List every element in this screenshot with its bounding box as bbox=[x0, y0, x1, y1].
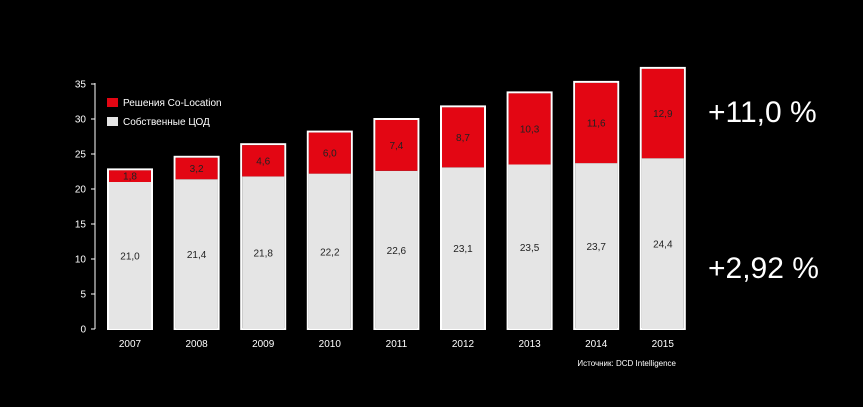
x-tick-label: 2014 bbox=[585, 339, 608, 350]
value-label-own: 23,1 bbox=[453, 244, 473, 255]
growth-colocation: +11,0 % bbox=[708, 96, 817, 129]
bar-own bbox=[109, 182, 151, 329]
legend-swatch-colocation bbox=[107, 98, 118, 107]
y-tick-label: 0 bbox=[80, 325, 86, 336]
bar-colocation bbox=[308, 132, 351, 174]
legend-label-own: Собственные ЦОД bbox=[123, 116, 210, 128]
legend-swatch-own bbox=[107, 117, 118, 126]
bar-colocation bbox=[175, 157, 218, 180]
bar-own bbox=[242, 176, 285, 329]
bar-colocation bbox=[375, 120, 418, 171]
source-note: Источник: DCD Intelligence bbox=[577, 359, 676, 368]
bar-own bbox=[442, 167, 484, 329]
y-tick-label: 35 bbox=[75, 80, 87, 91]
bar-colocation bbox=[242, 145, 285, 177]
y-tick-label: 10 bbox=[75, 255, 87, 266]
bar-colocation bbox=[109, 170, 151, 182]
y-axis: 0 5 10 15 20 25 30 35 bbox=[75, 80, 96, 336]
value-label-own: 21,8 bbox=[253, 249, 273, 260]
value-label-colocation: 3,2 bbox=[190, 164, 204, 175]
value-label-colocation: 8,7 bbox=[456, 133, 470, 144]
y-tick-label: 25 bbox=[75, 150, 87, 161]
bar-colocation bbox=[442, 107, 484, 168]
value-label-own: 22,2 bbox=[320, 247, 340, 258]
bar-own bbox=[308, 173, 351, 329]
value-label-own: 23,7 bbox=[586, 242, 606, 253]
value-label-own: 23,5 bbox=[520, 243, 540, 254]
y-tick-label: 20 bbox=[75, 185, 87, 196]
bar-colocation bbox=[575, 82, 618, 164]
bar-own bbox=[508, 164, 551, 329]
x-tick-label: 2007 bbox=[119, 339, 142, 350]
bar-own bbox=[575, 163, 618, 329]
value-label-colocation: 7,4 bbox=[389, 141, 403, 152]
value-label-colocation: 10,3 bbox=[520, 124, 540, 135]
x-tick-label: 2013 bbox=[518, 339, 541, 350]
value-label-own: 24,4 bbox=[653, 240, 673, 251]
legend-label-colocation: Решения Co-Location bbox=[123, 98, 222, 109]
y-tick-label: 5 bbox=[80, 290, 86, 301]
x-tick-label: 2012 bbox=[452, 339, 475, 350]
value-label-own: 22,6 bbox=[387, 246, 407, 257]
value-label-colocation: 12,9 bbox=[653, 109, 673, 120]
bar-colocation bbox=[508, 93, 551, 165]
value-label-own: 21,0 bbox=[120, 252, 140, 263]
x-tick-label: 2008 bbox=[185, 339, 208, 350]
x-tick-label: 2015 bbox=[652, 339, 675, 350]
bars: 21,0 1,8 2007 21,4 3,2 2008 21,8 4,6 2009 22,2 6,0… bbox=[107, 66, 686, 350]
value-label-colocation: 4,6 bbox=[256, 156, 270, 167]
value-label-own: 21,4 bbox=[187, 250, 207, 261]
bar-own bbox=[175, 179, 218, 329]
value-label-colocation: 1,8 bbox=[123, 172, 137, 183]
value-label-colocation: 11,6 bbox=[587, 119, 606, 130]
legend: Решения Co-Location Собственные ЦОД bbox=[107, 98, 222, 128]
bar-own bbox=[641, 158, 684, 329]
y-tick-label: 30 bbox=[75, 115, 87, 126]
value-label-colocation: 6,0 bbox=[323, 149, 337, 160]
x-tick-label: 2010 bbox=[319, 339, 342, 350]
y-tick-label: 15 bbox=[75, 220, 87, 231]
growth-own: +2,92 % bbox=[708, 252, 819, 285]
bar-own bbox=[375, 170, 418, 329]
x-tick-label: 2011 bbox=[386, 339, 408, 350]
bar-colocation bbox=[641, 68, 684, 159]
x-tick-label: 2009 bbox=[252, 339, 275, 350]
